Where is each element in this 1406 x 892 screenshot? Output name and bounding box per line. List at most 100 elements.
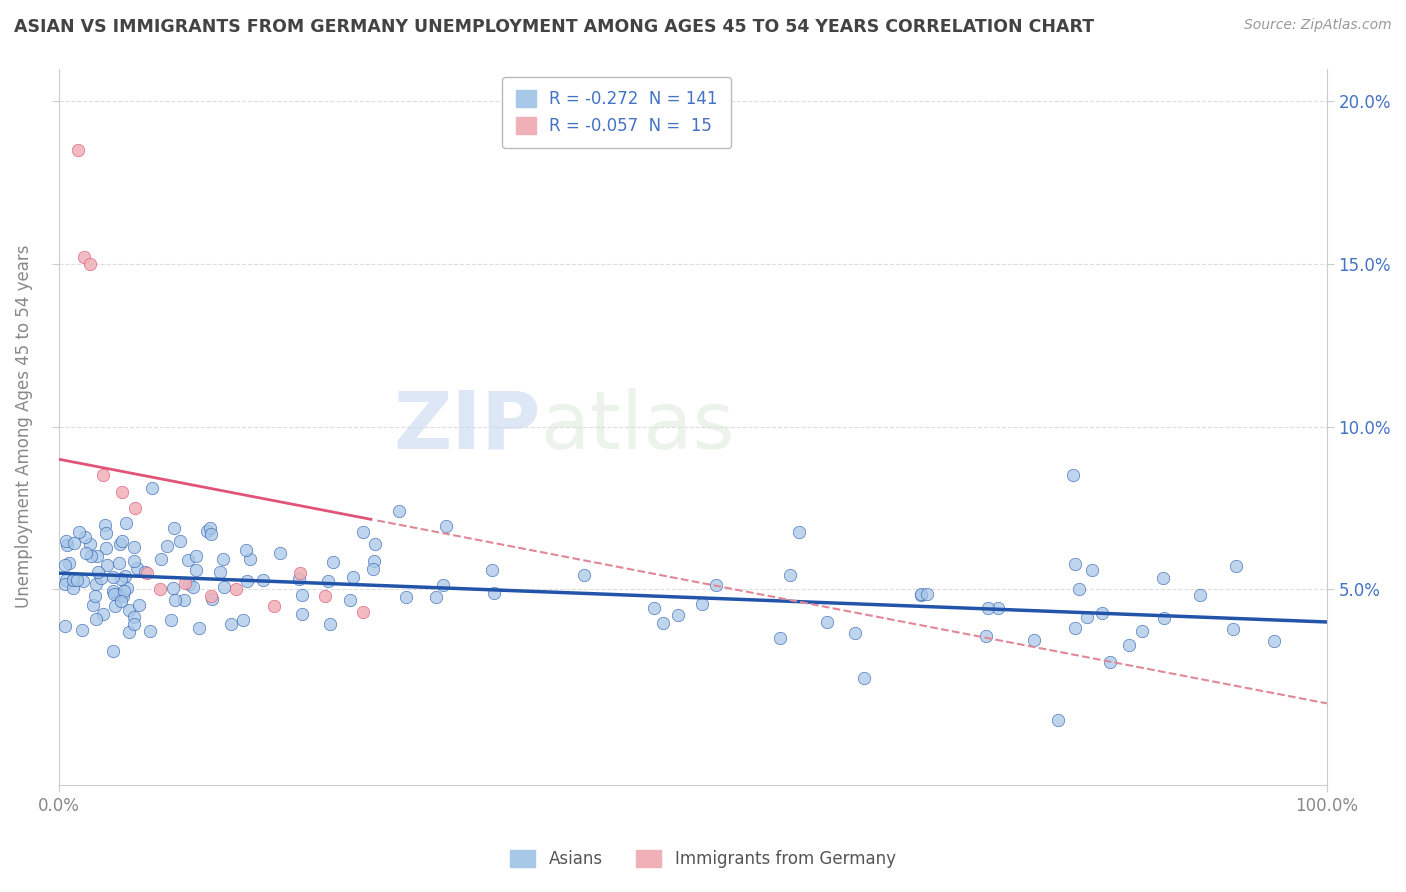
Point [1153,610,1175,624]
Point [55,574,77,588]
Point [815,615,838,629]
Y-axis label: Unemployment Among Ages 45 to 54 years: Unemployment Among Ages 45 to 54 years [15,245,32,608]
Point [163,521,186,535]
Point [987,600,1010,615]
Point [198,521,221,535]
Point [66,573,89,587]
Point [769,631,792,645]
Point [201,592,224,607]
Point [94,526,117,541]
Point [269,546,291,560]
Legend: R = -0.272  N = 141, R = -0.057  N =  15: R = -0.272 N = 141, R = -0.057 N = 15 [502,77,731,148]
Point [115,581,138,595]
Legend: Asians, Immigrants from Germany: Asians, Immigrants from Germany [503,843,903,875]
Point [844,626,866,640]
Point [165,593,187,607]
Point [651,615,673,630]
Point [1098,655,1121,669]
Point [122,610,145,624]
Point [174,575,197,590]
Point [1063,621,1085,635]
Point [643,600,665,615]
Point [1081,563,1104,577]
Point [90,571,112,585]
Point [363,537,385,551]
Point [111,534,134,549]
Point [112,583,135,598]
Point [128,598,150,612]
Point [977,601,1000,615]
Point [974,629,997,643]
Point [70,624,93,638]
Point [101,644,124,658]
Point [395,590,418,604]
Point [690,597,713,611]
Point [55,534,77,549]
Point [124,501,146,516]
Point [291,607,314,621]
Point [1063,557,1085,571]
Point [108,556,131,570]
Point [96,558,118,573]
Point [136,566,159,581]
Point [232,613,254,627]
Point [1062,468,1084,483]
Point [75,546,97,560]
Point [79,537,101,551]
Point [118,603,141,617]
Point [1152,571,1174,585]
Point [432,578,454,592]
Point [141,481,163,495]
Point [53,558,76,572]
Point [108,589,131,603]
Point [72,574,94,588]
Point [122,554,145,568]
Point [94,541,117,556]
Point [200,589,222,603]
Point [105,587,128,601]
Point [1130,624,1153,639]
Point [86,549,108,564]
Point [79,257,101,271]
Point [314,589,336,603]
Point [239,551,262,566]
Point [425,590,447,604]
Text: ASIAN VS IMMIGRANTS FROM GERMANY UNEMPLOYMENT AMONG AGES 45 TO 54 YEARS CORRELAT: ASIAN VS IMMIGRANTS FROM GERMANY UNEMPLO… [14,18,1094,36]
Point [82,598,104,612]
Point [225,582,247,597]
Point [481,563,503,577]
Point [169,533,191,548]
Point [339,592,361,607]
Point [212,580,235,594]
Point [363,553,385,567]
Point [917,587,939,601]
Point [156,540,179,554]
Point [779,568,801,582]
Point [434,519,457,533]
Point [183,580,205,594]
Point [127,561,149,575]
Point [101,584,124,599]
Point [139,624,162,638]
Point [263,599,285,613]
Point [53,577,76,591]
Point [200,526,222,541]
Point [666,608,689,623]
Text: Source: ZipAtlas.com: Source: ZipAtlas.com [1244,18,1392,32]
Point [134,565,156,579]
Point [177,577,200,591]
Point [361,562,384,576]
Point [58,557,80,571]
Point [110,593,132,607]
Point [1076,610,1098,624]
Point [184,563,207,577]
Point [572,568,595,582]
Point [75,530,97,544]
Point [62,581,84,595]
Point [318,574,340,588]
Point [108,536,131,550]
Point [1118,638,1140,652]
Point [1225,559,1247,574]
Text: ZIP: ZIP [394,388,540,466]
Point [101,570,124,584]
